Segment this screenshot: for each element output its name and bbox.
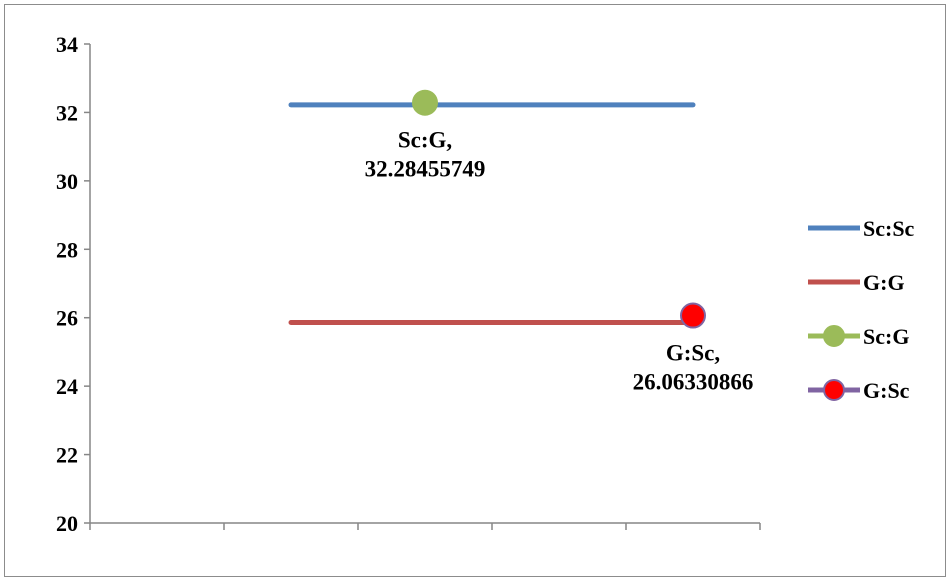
plot-area <box>288 89 706 329</box>
y-tick-label: 28 <box>56 237 78 262</box>
legend-marker-g-sc <box>823 379 845 401</box>
data-label-sc-g: 32.28455749 <box>365 157 486 182</box>
legend: Sc:Sc G:G Sc:G G:Sc <box>808 216 915 403</box>
y-tick-label: 26 <box>56 306 78 331</box>
data-labels: Sc:G, 32.28455749 G:Sc, 26.06330866 <box>365 128 754 395</box>
series-point-sc-g <box>412 89 438 116</box>
legend-label-sc-sc: Sc:Sc <box>863 216 915 241</box>
y-tick-label: 30 <box>56 169 78 194</box>
y-tick-label: 24 <box>56 374 78 399</box>
data-label-g-sc: G:Sc, <box>666 341 720 366</box>
axes: 20 22 24 26 28 30 32 34 <box>56 32 761 536</box>
legend-label-sc-g: Sc:G <box>863 324 909 349</box>
y-tick-label: 22 <box>56 443 78 468</box>
legend-label-g-sc: G:Sc <box>863 378 910 403</box>
series-point-g-sc <box>680 302 706 329</box>
legend-marker-sc-g <box>823 325 845 347</box>
data-label-g-sc: 26.06330866 <box>633 370 754 395</box>
data-label-sc-g: Sc:G, <box>398 128 452 153</box>
y-tick-label: 32 <box>56 100 78 125</box>
y-tick-label: 20 <box>56 511 78 536</box>
chart-frame <box>4 4 946 577</box>
y-tick-label: 34 <box>56 32 78 57</box>
legend-label-g-g: G:G <box>863 270 905 295</box>
